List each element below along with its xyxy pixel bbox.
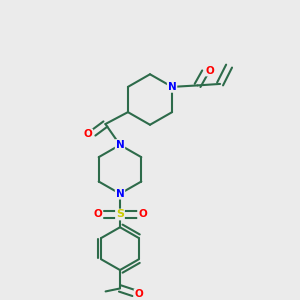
Text: O: O: [134, 290, 143, 299]
Text: N: N: [168, 82, 176, 92]
Text: O: O: [93, 209, 102, 220]
Text: N: N: [116, 140, 124, 150]
Text: S: S: [116, 209, 124, 220]
Text: O: O: [205, 66, 214, 76]
Text: N: N: [116, 189, 124, 199]
Text: O: O: [84, 129, 92, 140]
Text: O: O: [138, 209, 147, 220]
